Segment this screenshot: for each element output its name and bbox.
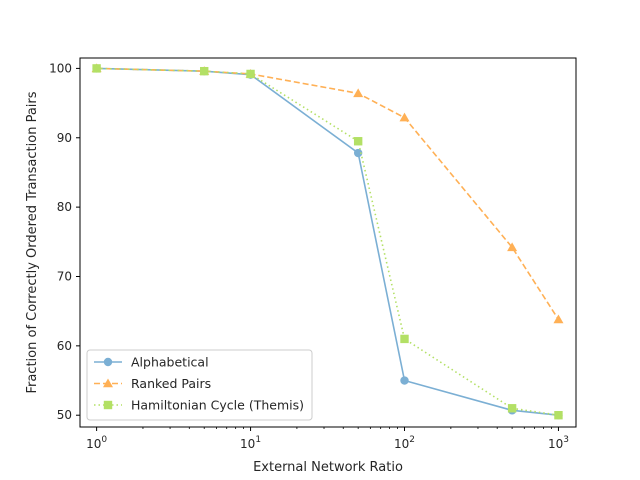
data-point: [353, 148, 363, 158]
legend-entry: Hamiltonian Cycle (Themis): [94, 398, 304, 413]
x-tick-label: 101: [240, 435, 261, 451]
x-axis-label: External Network Ratio: [253, 460, 403, 475]
data-point: [246, 69, 255, 79]
y-tick-label: 90: [57, 131, 72, 145]
data-point: [400, 376, 409, 385]
legend: Alphabetical Ranked Pairs Hamiltonian Cycl…: [86, 349, 313, 421]
legend-label: Alphabetical: [131, 355, 209, 370]
legend-entry: Alphabetical: [94, 355, 209, 370]
series-3: [92, 64, 563, 420]
data-point: [200, 66, 209, 76]
legend-label: Hamiltonian Cycle (Themis): [131, 398, 304, 413]
data-point: [353, 88, 364, 98]
x-tick-label: 103: [548, 435, 569, 451]
data-point: [507, 404, 517, 413]
plot-frame: [79, 57, 577, 428]
data-point: [553, 314, 564, 324]
y-tick-label: 70: [57, 269, 72, 283]
data-point: [353, 137, 363, 146]
data-point: [400, 334, 409, 344]
legend-marker: [103, 378, 113, 388]
x-axis: 100 101 102 103: [86, 427, 569, 451]
legend-marker: [103, 400, 113, 410]
legend-label: Ranked Pairs: [131, 376, 211, 391]
y-tick-label: 100: [49, 61, 72, 75]
x-tick-label: 102: [394, 435, 415, 451]
y-axis-label: Fraction of Correctly Ordered Transactio…: [25, 91, 40, 393]
y-tick-label: 80: [57, 200, 72, 214]
y-tick-label: 60: [57, 339, 72, 353]
data-point: [507, 242, 518, 252]
series-layer: [91, 63, 564, 420]
x-tick-label: 100: [86, 435, 107, 451]
data-point: [399, 112, 410, 122]
y-axis: 50 60 70 80 90 100: [49, 61, 80, 422]
legend-frame: [86, 349, 313, 421]
data-point: [92, 64, 101, 73]
y-tick-label: 50: [57, 408, 72, 422]
data-point: [554, 411, 563, 420]
legend-entry: Ranked Pairs: [94, 376, 211, 391]
legend-marker: [103, 357, 113, 367]
